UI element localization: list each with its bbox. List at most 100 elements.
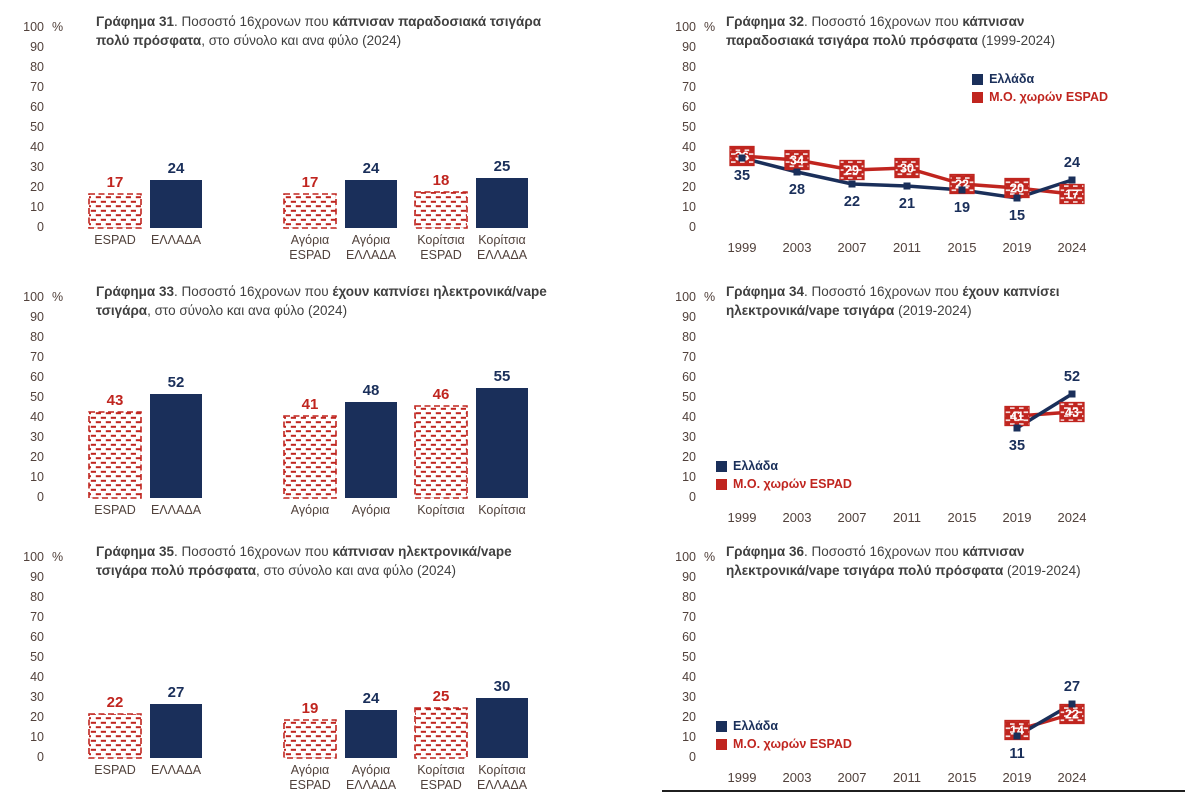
y-tick-label: 20 — [30, 450, 44, 464]
page-bottom-rule — [662, 790, 1185, 792]
chart-33-y-axis: 0 10 20 30 40 50 60 70 80 90 100 — [10, 274, 44, 534]
greece-marker — [1068, 176, 1076, 184]
y-tick-label: 70 — [30, 610, 44, 624]
chart-33-title: Γράφημα 33. Ποσοστό 16χρονων που έχουν κ… — [96, 282, 558, 320]
greece-value-label: 15 — [1009, 208, 1025, 224]
y-tick-label: 80 — [682, 330, 696, 344]
y-tick-label: 50 — [30, 650, 44, 664]
y-tick-label: 0 — [37, 490, 44, 504]
title-segment: , στο σύνολο και ανα φύλο (2024) — [147, 303, 348, 319]
x-year-label: 2007 — [838, 240, 867, 255]
bar-greece — [345, 402, 397, 498]
bar-espad — [414, 707, 468, 759]
bar-value-label: 48 — [363, 382, 380, 399]
x-year-label: 2011 — [893, 510, 921, 525]
chart-34-title: Γράφημα 34. Ποσοστό 16χρονων που έχουν κ… — [726, 282, 1101, 320]
y-tick-label: 0 — [37, 750, 44, 764]
chart-34-plot: 1999 2003 2007 2011 2015 2019 2024 41 43 35 52 — [708, 298, 1108, 543]
chart-35-y-axis: 0 10 20 30 40 50 60 70 80 90 100 — [10, 534, 44, 795]
title-segment: , στο σύνολο και ανα φύλο (2024) — [256, 563, 457, 579]
y-tick-label: 40 — [30, 140, 44, 154]
greece-value-label: 11 — [1009, 746, 1024, 762]
chart-32-panel: Γράφημα 32. Ποσοστό 16χρονων που κάπνισα… — [662, 4, 1122, 270]
legend-swatch-greece — [716, 460, 727, 472]
bar-espad — [414, 405, 468, 499]
x-year-label: 1999 — [728, 770, 757, 785]
y-axis-unit: % — [704, 290, 716, 304]
legend-swatch-espad — [972, 91, 984, 103]
chart-35-panel: Γράφημα 35. Ποσοστό 16χρονων που κάπνισα… — [10, 534, 588, 795]
greece-marker — [1013, 732, 1021, 740]
y-tick-label: 70 — [30, 350, 44, 364]
y-tick-label: 100 — [675, 20, 696, 34]
x-category-label: Κορίτσια — [417, 233, 465, 247]
x-year-label: 2019 — [1003, 510, 1032, 525]
y-tick-label: 60 — [682, 630, 696, 644]
y-tick-label: 100 — [23, 290, 44, 304]
title-bold-segment: κάπνισαν ηλεκτρονικά/vape τσιγάρα πολύ π… — [96, 544, 512, 579]
y-tick-label: 0 — [689, 750, 696, 764]
bar-value-label: 24 — [363, 160, 380, 177]
legend-label: Ελλάδα — [733, 459, 779, 473]
x-year-label: 2011 — [893, 770, 921, 785]
y-tick-label: 50 — [30, 120, 44, 134]
title-bold-segment: Γράφημα 33 — [96, 284, 174, 299]
chart-35-title: Γράφημα 35. Ποσοστό 16χρονων που κάπνισα… — [96, 542, 558, 580]
bar-greece — [476, 388, 528, 498]
bar-greece — [150, 704, 202, 758]
y-tick-label: 30 — [30, 690, 44, 704]
bar-value-label: 25 — [433, 688, 450, 705]
chart-36-panel: Γράφημα 36. Ποσοστό 16χρονων που κάπνισα… — [662, 534, 1122, 795]
bar-value-label: 30 — [494, 678, 511, 695]
x-category-label: ΕΛΛΑΔΑ — [346, 248, 397, 262]
y-tick-label: 90 — [682, 570, 696, 584]
x-category-label: ESPAD — [94, 233, 135, 247]
chart-35-plot: 22 ESPAD 27 ΕΛΛΑΔΑ 19 Αγόρια ESPAD 24 Αγόρια ΕΛΛΑ… — [60, 558, 565, 795]
chart-34-panel: Γράφημα 34. Ποσοστό 16χρονων που έχουν κ… — [662, 274, 1122, 534]
x-year-label: 2003 — [783, 240, 812, 255]
x-year-label: 2003 — [783, 510, 812, 525]
legend-swatch-espad — [716, 478, 727, 490]
bar-value-label: 25 — [494, 158, 511, 175]
greece-value-label: 22 — [844, 194, 860, 210]
chart-32-title: Γράφημα 32. Ποσοστό 16χρονων που κάπνισα… — [726, 12, 1101, 50]
x-category-label: ESPAD — [289, 248, 330, 262]
legend: Ελλάδα Μ.Ο. χωρών ESPAD — [716, 459, 852, 491]
y-tick-label: 10 — [30, 730, 44, 744]
x-category-label: ΕΛΛΑΔΑ — [477, 778, 528, 792]
legend-swatch-greece — [972, 73, 984, 85]
legend-swatch-espad — [716, 738, 727, 750]
greece-marker — [1013, 424, 1021, 432]
greece-value-label: 27 — [1064, 679, 1080, 695]
x-year-label: 2024 — [1058, 510, 1087, 525]
espad-marker — [894, 157, 920, 179]
y-tick-label: 100 — [23, 20, 44, 34]
greece-marker — [1068, 700, 1076, 708]
y-tick-label: 40 — [682, 140, 696, 154]
chart-36-title: Γράφημα 36. Ποσοστό 16χρονων που κάπνισα… — [726, 542, 1101, 580]
y-tick-label: 80 — [682, 60, 696, 74]
y-tick-label: 20 — [30, 180, 44, 194]
title-segment: . Ποσοστό 16χρονων που — [804, 14, 963, 29]
x-category-label: Αγόρια — [291, 503, 329, 517]
bar-value-label: 52 — [168, 374, 185, 391]
y-axis-unit: % — [52, 290, 64, 304]
bar-value-label: 17 — [302, 174, 319, 191]
y-tick-label: 90 — [682, 40, 696, 54]
title-segment: (1999-2024) — [977, 33, 1056, 49]
title-segment: , στο σύνολο και ανα φύλο (2024) — [201, 33, 402, 49]
title-bold-segment: κάπνισαν παραδοσιακά τσιγάρα πολύ πρόσφα… — [96, 14, 541, 49]
x-year-label: 2007 — [838, 770, 867, 785]
x-year-label: 2015 — [948, 510, 977, 525]
y-tick-label: 80 — [30, 60, 44, 74]
y-tick-label: 30 — [30, 160, 44, 174]
y-tick-label: 30 — [682, 160, 696, 174]
bar-greece — [345, 180, 397, 228]
x-category-label: ΕΛΛΑΔΑ — [346, 778, 397, 792]
x-year-label: 1999 — [728, 240, 757, 255]
bar-value-label: 22 — [107, 694, 124, 711]
espad-value-label: 17 — [1065, 188, 1079, 202]
bar-espad — [88, 713, 142, 759]
y-tick-label: 90 — [682, 310, 696, 324]
legend-label: Μ.Ο. χωρών ESPAD — [733, 477, 852, 491]
